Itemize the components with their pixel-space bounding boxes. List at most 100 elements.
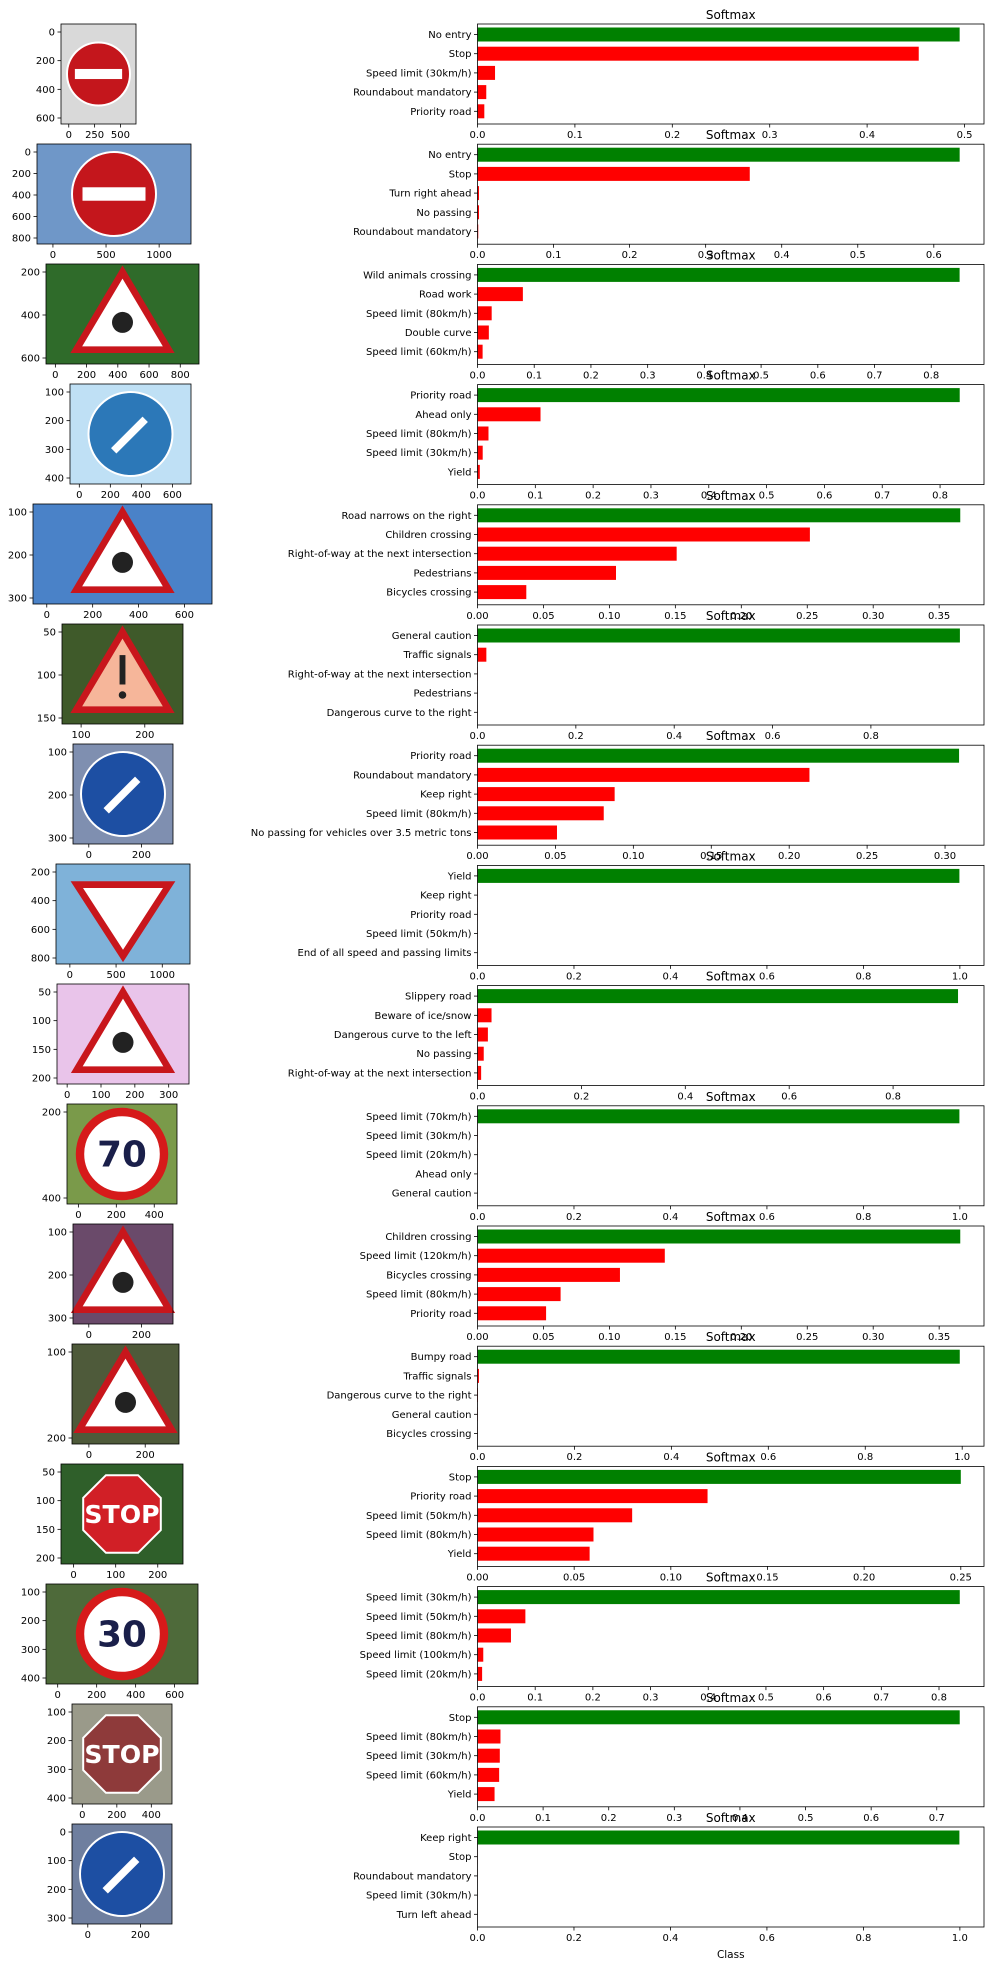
- image-y-tick-label: 300: [45, 445, 64, 456]
- image-x-tick-label: 200: [135, 730, 154, 741]
- chart-title: Softmax: [706, 1811, 756, 1825]
- image-x-tick-label: 600: [175, 610, 194, 621]
- image-x-tick-label: 0: [79, 1810, 85, 1821]
- category-label: Keep right: [420, 891, 471, 902]
- value-tick-label: 0.5: [850, 250, 866, 261]
- softmax-bar: [477, 1787, 495, 1802]
- image-y-tick-label: 0: [49, 28, 55, 39]
- value-tick-label: 0.4: [701, 491, 717, 502]
- image-y-tick-label: 200: [36, 1554, 55, 1565]
- softmax-bar: [477, 1830, 960, 1845]
- chart-title: Softmax: [706, 1330, 756, 1344]
- image-x-tick-label: 1000: [146, 250, 171, 261]
- value-tick-label: 0.5: [753, 370, 769, 381]
- softmax-bar: [477, 65, 496, 80]
- axes-frame: [477, 504, 985, 606]
- image-x-tick-label: 200: [83, 610, 102, 621]
- value-tick-label: 0.0: [470, 1212, 486, 1223]
- category-label: Traffic signals: [402, 1371, 471, 1382]
- value-tick-label: 0.8: [923, 370, 939, 381]
- image-y-tick-label: 50: [38, 988, 51, 999]
- value-tick-label: 0.05: [532, 1332, 554, 1343]
- category-label: Dangerous curve to the right: [327, 1391, 472, 1402]
- image-x-tick-label: 0: [85, 1930, 91, 1941]
- softmax-bar: [477, 464, 480, 479]
- image-x-tick-label: 0: [86, 1450, 92, 1461]
- value-tick-label: 0.4: [700, 1693, 716, 1704]
- image-y-tick-label: 100: [47, 1856, 66, 1867]
- softmax-bar: [477, 104, 485, 119]
- sign-image-panel: STOP 0 100 200 50 100 150 200: [36, 1463, 184, 1581]
- sign-image-panel: 0 500 1000 200 400 600 800: [31, 863, 191, 981]
- axes-frame: [477, 1706, 985, 1808]
- value-tick-label: 0.2: [583, 370, 599, 381]
- value-tick-label: 0.0: [470, 491, 486, 502]
- category-label: Speed limit (30km/h): [366, 448, 472, 459]
- value-tick-label: 0.0: [470, 250, 486, 261]
- softmax-row: 0 200 0 100 200 300 Softmax Keep right Stop Round…: [47, 1811, 985, 1944]
- value-tick-label: 0.10: [622, 851, 644, 862]
- image-x-tick-label: 400: [129, 610, 148, 621]
- image-y-tick-label: 100: [47, 1348, 66, 1359]
- image-y-tick-label: 300: [8, 594, 27, 605]
- sign-image-panel: 0 200 400 600 100 200 300 400: [45, 383, 192, 501]
- category-label: Bicycles crossing: [386, 588, 471, 599]
- softmax-bar: [477, 166, 750, 181]
- arrow-icon: [111, 416, 148, 454]
- image-y-tick-label: 200: [42, 1108, 61, 1119]
- value-tick-label: 0.2: [568, 731, 584, 742]
- image-x-tick-label: 400: [126, 1690, 145, 1701]
- value-tick-label: 0.2: [601, 1813, 617, 1824]
- softmax-bar: [477, 1046, 484, 1061]
- value-tick-label: 0.6: [759, 1212, 775, 1223]
- value-tick-label: 0.6: [810, 370, 826, 381]
- category-label: Speed limit (80km/h): [366, 1530, 472, 1541]
- warning-triangle: [70, 985, 176, 1074]
- softmax-bar: [477, 1546, 590, 1561]
- softmax-row: 0 200 100 200 Softmax Bumpy road Traffic signa…: [47, 1330, 985, 1463]
- value-tick-label: 0.6: [759, 971, 775, 982]
- softmax-axes: Softmax Speed limit (70km/h) Speed limit (…: [366, 1090, 985, 1223]
- category-label: Double curve: [405, 328, 472, 339]
- image-y-tick-label: 200: [45, 416, 64, 427]
- value-tick-label: 0.5: [957, 130, 973, 141]
- value-tick-label: 0.4: [732, 1813, 748, 1824]
- chart-title: Softmax: [706, 489, 756, 503]
- value-tick-label: 1.0: [952, 1933, 968, 1944]
- image-x-tick-label: 100: [72, 730, 91, 741]
- image-y-tick-label: 200: [48, 791, 67, 802]
- image-x-tick-label: 400: [108, 370, 127, 381]
- category-label: Speed limit (80km/h): [366, 809, 472, 820]
- image-x-tick-label: 200: [136, 1450, 155, 1461]
- softmax-bar: [477, 1349, 960, 1364]
- value-tick-label: 0.3: [640, 370, 656, 381]
- value-tick-label: 0.1: [546, 250, 562, 261]
- value-tick-label: 0.2: [585, 491, 601, 502]
- image-y-tick-label: 400: [45, 474, 64, 485]
- category-label: Keep right: [420, 1833, 471, 1844]
- category-label: Priority road: [410, 1309, 471, 1320]
- image-y-tick-label: 200: [47, 1434, 66, 1445]
- category-label: Traffic signals: [402, 650, 471, 661]
- image-x-tick-label: 600: [139, 370, 158, 381]
- category-label: Speed limit (30km/h): [366, 68, 472, 79]
- softmax-bar: [477, 748, 960, 763]
- category-label: Priority road: [410, 391, 471, 402]
- category-label: Speed limit (30km/h): [366, 1131, 472, 1142]
- image-y-tick-label: 100: [21, 1588, 40, 1599]
- image-x-tick-label: 200: [148, 1570, 167, 1581]
- softmax-bar: [477, 1527, 594, 1542]
- pictogram-icon: [115, 1391, 136, 1413]
- value-tick-label: 0.25: [950, 1572, 972, 1583]
- sign-image-panel: 0 200 400 600 800 200 400 600: [21, 263, 200, 381]
- category-label: Beware of ice/snow: [374, 1011, 471, 1022]
- softmax-bar: [477, 1748, 500, 1763]
- softmax-bar: [477, 287, 523, 302]
- axes-frame: [477, 624, 985, 726]
- value-tick-label: 0.5: [758, 1693, 774, 1704]
- value-tick-label: 0.6: [760, 1452, 776, 1463]
- category-label: Speed limit (120km/h): [360, 1251, 472, 1262]
- image-x-tick-label: 200: [77, 370, 96, 381]
- sign-image-panel: 100 200 50 100 150: [37, 623, 184, 741]
